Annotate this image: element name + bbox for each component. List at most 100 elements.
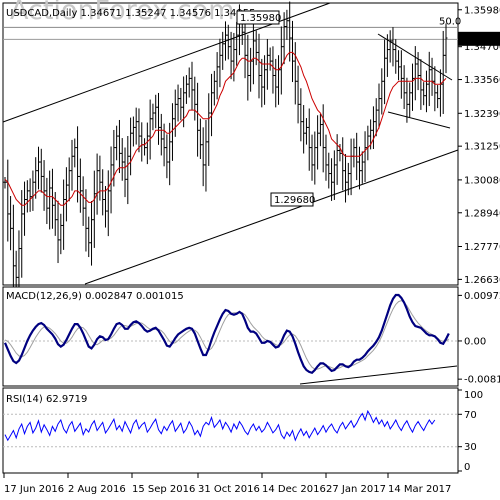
price-bar — [215, 52, 219, 100]
price-bar — [335, 134, 339, 185]
x-tick-label: 2 Aug 2016 — [68, 484, 126, 495]
price-panel: ActionForex.com 50.0 USDCAD,Daily 1.3467… — [2, 0, 500, 300]
price-bar — [374, 98, 378, 137]
price-bar — [126, 136, 130, 205]
wedge-lower-line — [387, 111, 451, 129]
price-bar — [198, 118, 202, 159]
price-tick-label: 1.26630 — [464, 275, 500, 286]
price-bar — [48, 170, 52, 230]
rsi-line — [4, 409, 436, 442]
price-bar — [302, 105, 306, 154]
price-bar — [274, 58, 278, 108]
price-bar — [318, 113, 322, 147]
price-y-axis: 1.35980 1.34700 1.33560 1.32390 1.31250 1.300… — [458, 5, 500, 286]
price-bar — [441, 30, 445, 114]
x-tick-label: 17 Jun 2016 — [4, 484, 64, 495]
price-bar — [176, 84, 180, 122]
moving-average-line — [4, 51, 447, 206]
price-bar — [324, 134, 328, 181]
macd-y-axis: 0.009726 0.00 -0.008153 — [458, 291, 500, 386]
macd-panel: MACD(12,26,9) 0.002847 0.001015 0.009726… — [2, 286, 500, 387]
price-bar — [296, 65, 300, 124]
price-bar — [187, 67, 191, 98]
price-bar — [290, 20, 294, 83]
price-bar — [39, 148, 43, 193]
price-bar — [293, 42, 297, 105]
price-bar — [73, 138, 77, 168]
price-bar — [9, 196, 13, 251]
price-bar — [218, 38, 222, 88]
macd-line — [3, 293, 450, 375]
price-tick-label: 1.33560 — [464, 75, 500, 86]
price-bar — [330, 158, 334, 201]
price-bar — [268, 47, 272, 71]
price-bar — [391, 27, 395, 67]
rsi-tick-label: 70 — [464, 410, 477, 421]
price-bar — [282, 12, 286, 65]
price-bar — [76, 126, 80, 203]
price-bar — [179, 87, 183, 121]
price-bar — [45, 177, 49, 225]
price-bar — [332, 150, 336, 200]
price-bar — [87, 216, 91, 258]
price-bar — [271, 46, 275, 94]
price-bar — [159, 113, 163, 156]
price-bar — [221, 31, 225, 70]
x-tick-label: 31 Oct 2016 — [198, 484, 260, 495]
price-bar — [263, 55, 267, 105]
price-bar — [137, 108, 141, 153]
price-bar — [92, 170, 96, 248]
price-bar — [64, 167, 68, 222]
price-bar — [285, 9, 289, 40]
price-bar — [251, 21, 255, 85]
price-bar — [422, 82, 426, 106]
svg-text:1.34955: 1.34955 — [462, 34, 500, 45]
price-bar — [383, 39, 387, 105]
price-header: USDCAD,Daily 1.34671 1.35247 1.34576 1.3… — [6, 8, 256, 19]
price-bar — [3, 177, 7, 189]
price-bar — [184, 75, 188, 104]
price-bar — [385, 34, 389, 77]
price-bar — [402, 65, 406, 109]
price-bar — [408, 82, 412, 118]
watermark: ActionForex.com — [10, 0, 235, 26]
price-bar — [316, 115, 320, 170]
price-bar — [204, 120, 208, 192]
price-tick-label: 1.35980 — [464, 5, 500, 16]
price-bar — [338, 144, 342, 162]
price-bar — [70, 139, 74, 191]
price-bar — [405, 77, 409, 123]
price-bar — [165, 134, 169, 179]
price-tick-label: 1.27770 — [464, 242, 500, 253]
price-bar — [210, 73, 214, 137]
price-tick-label: 1.31250 — [464, 142, 500, 153]
rsi-tick-label: 100 — [464, 390, 483, 401]
price-bar — [246, 34, 250, 101]
svg-text:1.29680: 1.29680 — [274, 195, 315, 206]
price-bar — [145, 122, 149, 165]
price-bar — [344, 154, 348, 203]
price-bar — [307, 108, 311, 171]
price-bar — [98, 155, 102, 201]
x-tick-label: 14 Dec 2016 — [262, 484, 326, 495]
price-bar — [229, 31, 233, 80]
price-bar — [120, 138, 124, 181]
price-bar — [101, 169, 105, 216]
price-bar — [36, 146, 40, 190]
price-bar — [134, 107, 138, 145]
price-bar — [23, 181, 27, 236]
price-bar — [117, 119, 121, 174]
price-bar — [304, 118, 308, 145]
price-bar — [173, 89, 177, 137]
rsi-y-axis: 100 70 30 0 — [458, 389, 483, 473]
price-bar — [388, 30, 392, 63]
price-bar — [411, 63, 415, 111]
price-bar — [424, 70, 428, 113]
price-bar — [371, 106, 375, 150]
price-bar — [123, 147, 127, 198]
price-bar — [433, 66, 437, 112]
price-bar — [67, 157, 71, 202]
macd-signal-line — [4, 300, 450, 370]
price-bar — [327, 152, 331, 189]
x-tick-label: 14 Mar 2017 — [388, 484, 451, 495]
